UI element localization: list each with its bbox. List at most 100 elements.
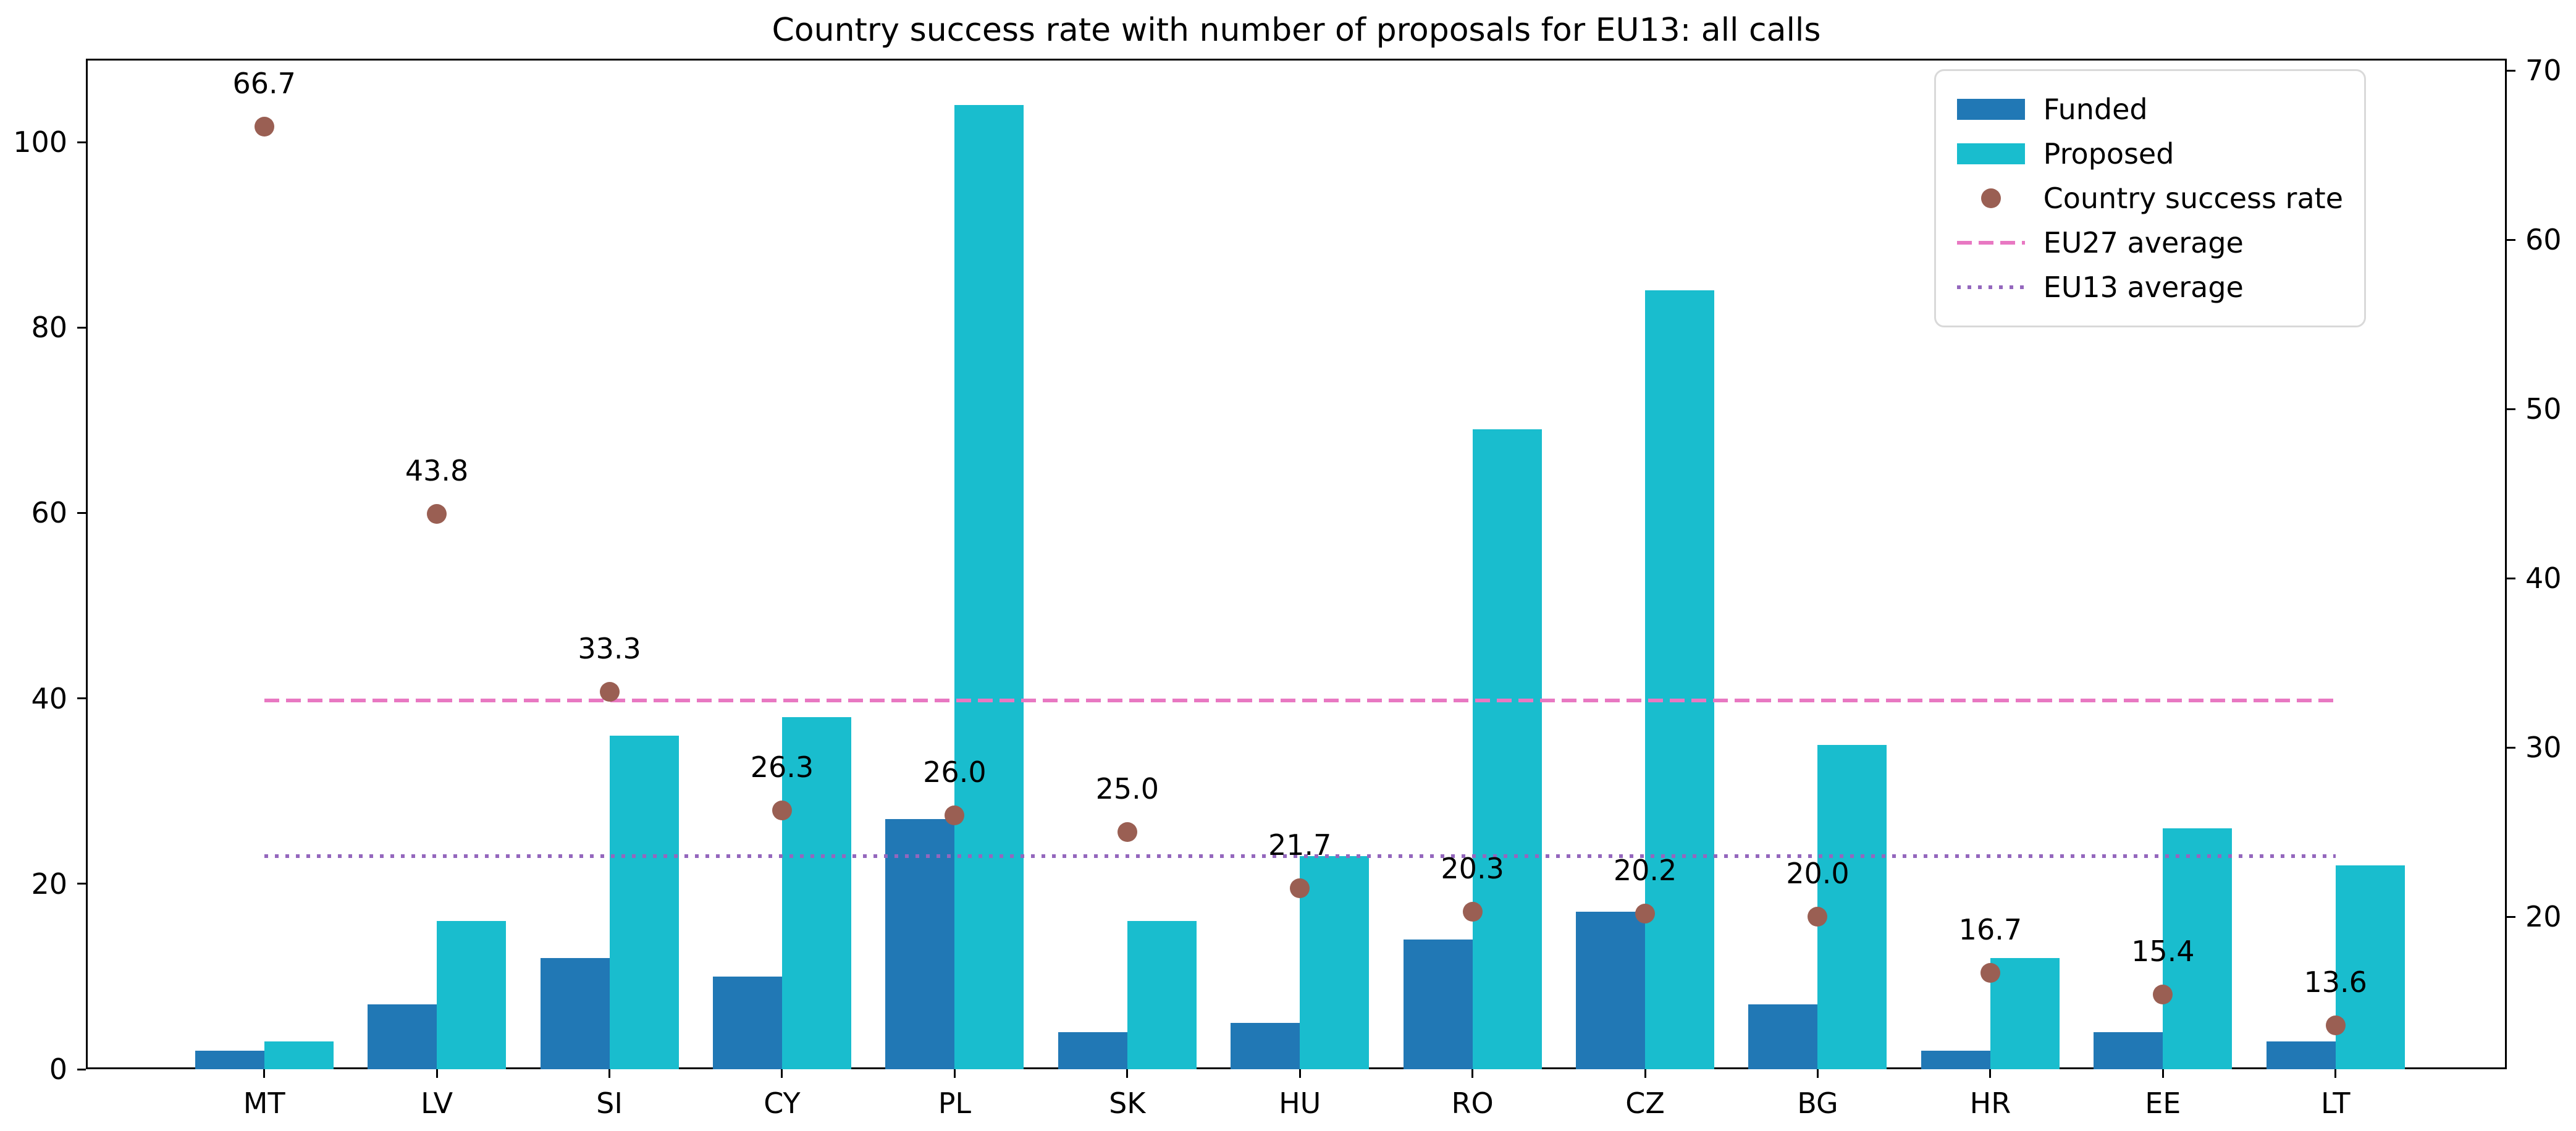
legend-item-proposed: Proposed [1956,132,2343,176]
left-tick-mark-60 [77,511,86,514]
x-tick-label-EE: EE [2145,1087,2181,1120]
left-tick-mark-100 [77,141,86,143]
legend-item-success-rate: Country success rate [1957,176,2343,221]
x-tick-label-LT: LT [2321,1087,2351,1120]
success-rate-label-MT: 66.7 [232,66,296,100]
success-rate-dot-RO [1462,902,1483,922]
legend-label-success-rate: Country success rate [2043,182,2343,215]
left-tick-mark-80 [77,326,86,329]
bar-proposed-EE [2163,828,2233,1069]
x-tick-mark-EE [2161,1069,2164,1078]
refline-eu27-average [264,698,2336,702]
right-tick-mark-20 [2507,915,2515,918]
bar-proposed-BG [1817,744,1887,1069]
left-tick-label-0: 0 [49,1053,67,1086]
funded-swatch-icon [1956,98,2025,120]
success-rate-label-HU: 21.7 [1268,828,1332,862]
success-rate-dot-EE [2153,985,2173,1005]
x-tick-mark-LT [2334,1069,2337,1078]
bar-funded-HR [1921,1050,1990,1069]
bar-funded-SI [540,957,610,1069]
success-rate-label-PL: 26.0 [923,755,987,789]
success-rate-dot-SI [599,681,620,702]
bar-funded-LT [2266,1041,2336,1069]
success-rate-dot-CZ [1635,903,1656,923]
legend: Funded Proposed Country success rate EU2… [1934,69,2366,327]
right-tick-mark-40 [2507,577,2515,579]
success-rate-label-CY: 26.3 [750,750,814,784]
bar-proposed-RO [1472,429,1542,1069]
x-tick-label-BG: BG [1797,1087,1838,1120]
success-rate-dot-MT [254,116,274,137]
success-rate-label-LT: 13.6 [2304,965,2367,999]
eu13-dotted-line-icon [1956,276,2025,298]
success-rate-label-CZ: 20.2 [1613,853,1677,887]
legend-item-eu27-average: EU27 average [1956,221,2343,265]
x-tick-mark-SK [1126,1069,1129,1078]
left-tick-mark-40 [77,697,86,700]
x-tick-mark-CZ [1644,1069,1646,1078]
left-tick-label-40: 40 [31,681,67,715]
right-tick-mark-30 [2507,746,2515,749]
bar-funded-HU [1231,1022,1300,1069]
bar-proposed-CY [781,717,851,1069]
success-rate-dot-PL [945,805,965,825]
success-rate-label-SI: 33.3 [578,631,641,665]
eu27-dashed-line-icon [1956,232,2025,254]
legend-label-proposed: Proposed [2043,137,2174,170]
bar-funded-EE [2094,1032,2163,1069]
legend-item-funded: Funded [1956,87,2343,132]
success-rate-dot-LT [2325,1015,2346,1035]
bar-proposed-MT [264,1041,334,1069]
x-tick-label-HR: HR [1969,1087,2011,1120]
bar-funded-SK [1058,1032,1127,1069]
x-tick-label-CY: CY [764,1087,801,1120]
proposed-swatch-icon [1956,143,2025,165]
legend-item-eu13-average: EU13 average [1956,265,2343,309]
success-rate-dot-CY [772,800,792,820]
bar-funded-PL [885,818,955,1069]
right-tick-mark-60 [2507,238,2515,241]
refline-eu13-average [264,854,2336,858]
bar-funded-RO [1403,939,1473,1069]
x-tick-mark-PL [953,1069,956,1078]
x-tick-mark-CY [781,1069,783,1078]
x-tick-mark-HR [1989,1069,1992,1078]
legend-label-eu27-average: EU27 average [2043,226,2244,259]
bar-funded-CY [712,976,782,1069]
bar-proposed-CZ [1645,290,1715,1069]
success-rate-label-EE: 15.4 [2131,935,2195,969]
x-tick-mark-LV [436,1069,438,1078]
success-rate-label-SK: 25.0 [1095,772,1160,806]
x-tick-mark-BG [1816,1069,1819,1078]
success-rate-dot-BG [1808,907,1828,927]
x-tick-label-SK: SK [1109,1087,1146,1120]
left-tick-label-60: 60 [31,496,67,530]
x-tick-label-RO: RO [1451,1087,1494,1120]
left-tick-label-80: 80 [31,311,67,345]
x-tick-mark-MT [263,1069,266,1078]
success-rate-dot-HU [1290,878,1310,898]
left-tick-mark-0 [77,1068,86,1070]
left-tick-label-20: 20 [31,867,67,901]
legend-label-eu13-average: EU13 average [2043,271,2244,304]
x-tick-mark-HU [1299,1069,1301,1078]
bar-proposed-SK [1127,920,1197,1069]
x-tick-label-CZ: CZ [1625,1087,1665,1120]
success-rate-dot-icon [1957,187,2025,209]
bar-proposed-HU [1300,856,1370,1069]
x-tick-label-PL: PL [938,1087,972,1120]
left-tick-mark-20 [77,883,86,885]
success-rate-dot-LV [427,504,447,524]
right-tick-label-20: 20 [2525,900,2562,934]
right-tick-mark-70 [2507,69,2515,72]
success-rate-label-RO: 20.3 [1441,852,1504,886]
right-tick-label-30: 30 [2525,731,2562,765]
x-tick-mark-SI [608,1069,611,1078]
legend-label-funded: Funded [2043,93,2148,126]
x-tick-label-LV: LV [421,1087,453,1120]
success-rate-dot-HR [1980,962,2000,983]
success-rate-label-LV: 43.8 [405,454,469,488]
chart-title: Country success rate with number of prop… [772,12,1821,49]
